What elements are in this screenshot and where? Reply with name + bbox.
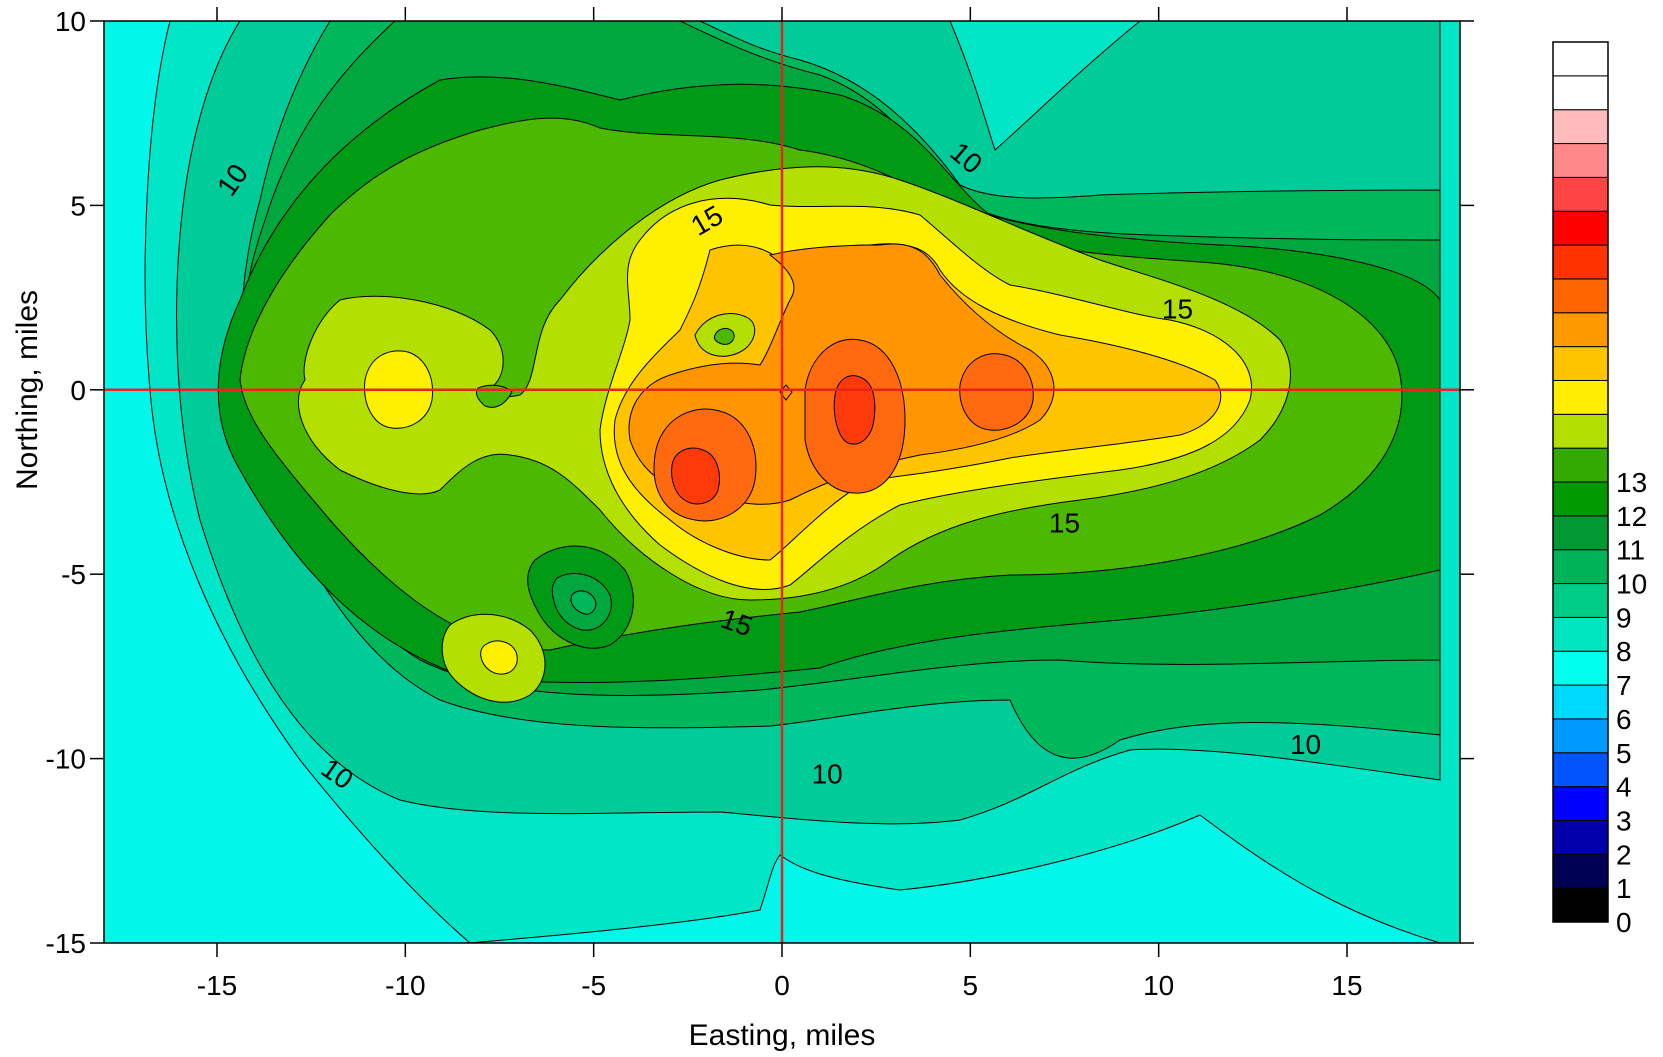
colorbar-swatch [1552, 413, 1609, 449]
colorbar-label: 13 [1616, 467, 1647, 498]
colorbar-label: 7 [1616, 670, 1632, 701]
x-axis-ticks: -15 -10 -5 0 5 10 15 [197, 7, 1363, 1001]
x-tick-label: 15 [1331, 970, 1362, 1001]
x-tick-label: 0 [774, 970, 790, 1001]
colorbar-swatch [1552, 752, 1609, 788]
contour-label: 10 [812, 758, 843, 789]
colorbar-swatch [1552, 549, 1609, 585]
colorbar-label: 4 [1616, 772, 1632, 803]
colorbar-swatch [1552, 109, 1609, 145]
colorbar-label: 9 [1616, 602, 1632, 633]
colorbar-label: 0 [1616, 907, 1632, 938]
band-level-8-west [104, 21, 471, 943]
y-tick-label: 0 [70, 375, 86, 406]
y-tick-label: 10 [55, 6, 86, 37]
colorbar-label: 3 [1616, 805, 1632, 836]
colorbar-swatch [1552, 312, 1609, 348]
x-tick-label: -15 [197, 970, 237, 1001]
colorbar-swatch [1552, 515, 1609, 551]
band-level-8-south [469, 814, 1441, 943]
colorbar-swatch [1552, 684, 1609, 720]
x-tick-label: 5 [963, 970, 979, 1001]
colorbar-swatch [1552, 616, 1609, 652]
contour-label: 10 [1290, 729, 1321, 760]
y-tick-label: -10 [46, 744, 86, 775]
colorbar-swatch [1552, 210, 1609, 246]
band-level-19-c [959, 353, 1034, 431]
colorbar-swatch [1552, 143, 1609, 178]
colorbar-swatch [1552, 244, 1609, 280]
band-level-16-lobe-sw [480, 640, 518, 675]
colorbar-label: 2 [1616, 839, 1632, 870]
colorbar-swatch [1552, 447, 1609, 483]
contour-label: 15 [1049, 508, 1080, 539]
colorbar-swatch [1552, 583, 1609, 618]
band-level-9-ne-lobe [949, 21, 1141, 151]
band-level-11-lobe-sw [570, 590, 597, 615]
colorbar-label: 1 [1616, 873, 1632, 904]
contour-label: 15 [1162, 294, 1193, 325]
colorbar-swatch [1552, 819, 1609, 855]
colorbar-swatch [1552, 786, 1609, 821]
band-level-20-a [671, 447, 720, 505]
colorbar-label: 12 [1616, 501, 1647, 532]
colorbar-swatch [1552, 887, 1609, 923]
colorbar-label: 10 [1616, 569, 1647, 600]
x-tick-label: -5 [581, 970, 606, 1001]
colorbar-label: 5 [1616, 738, 1632, 769]
colorbar-swatch [1552, 481, 1609, 517]
colorbar-label: 11 [1616, 535, 1645, 566]
colorbar-swatch [1552, 346, 1609, 381]
y-tick-label: -15 [46, 928, 86, 959]
reference-lines [104, 21, 1460, 943]
band-level-20-b [833, 375, 876, 445]
colorbar-swatch [1552, 718, 1609, 754]
colorbar-label: 8 [1616, 636, 1632, 667]
y-tick-label: 5 [70, 190, 86, 221]
colorbar-label: 6 [1616, 704, 1632, 735]
colorbar-frame [1552, 41, 1609, 923]
colorbar-swatch [1552, 41, 1609, 77]
colorbar-swatch [1552, 278, 1609, 314]
colorbar-swatch [1552, 176, 1609, 212]
colorbar-swatch [1552, 853, 1609, 889]
x-axis-title: Easting, miles [689, 1019, 876, 1052]
x-tick-label: 10 [1143, 970, 1174, 1001]
y-tick-label: -5 [61, 559, 86, 590]
colorbar-swatch [1552, 379, 1609, 415]
colorbar-swatch [1552, 75, 1609, 111]
band-level-14-island [713, 327, 735, 345]
y-axis-title: Northing, miles [11, 290, 44, 490]
x-tick-label: -10 [385, 970, 425, 1001]
y-axis-ticks: -15 -10 -5 0 5 10 [46, 6, 1474, 959]
colorbar-swatch [1552, 650, 1609, 686]
